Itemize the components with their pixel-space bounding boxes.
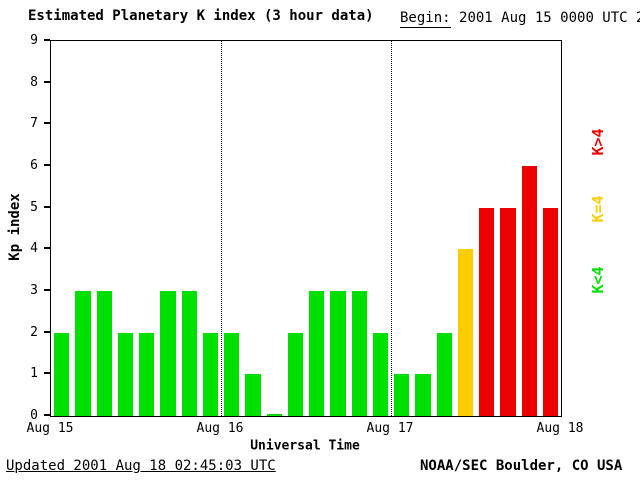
y-tick-mark	[44, 289, 50, 291]
y-tick-label: 4	[30, 241, 38, 257]
kp-bar	[224, 332, 240, 416]
y-tick-label: 0	[30, 408, 38, 423]
kp-bar	[521, 166, 537, 416]
y-tick-label: 2	[30, 324, 38, 340]
x-tick-label: Aug 18	[536, 421, 584, 436]
y-axis: 0 1 2 3 4 5 6 7 8 9	[0, 34, 50, 422]
kp-bar	[181, 291, 197, 416]
kp-bar	[394, 374, 410, 416]
begin-value: 2001 Aug 15 0000 UTC	[459, 10, 628, 26]
y-tick-mark	[44, 80, 50, 83]
plot-area	[50, 40, 562, 417]
y-tick-label: 5	[30, 199, 38, 215]
begin-label: Begin:	[400, 10, 451, 28]
kp-bar	[415, 374, 431, 416]
y-tick-mark	[44, 372, 50, 375]
y-tick-mark	[44, 205, 50, 208]
x-tick-label: Aug 15	[26, 421, 74, 436]
kp-bar	[542, 207, 558, 416]
kp-bar	[500, 207, 516, 416]
y-tick-mark	[44, 164, 50, 166]
y-tick-label: 8	[30, 74, 38, 90]
day-separator-gridline	[221, 41, 222, 416]
kp-bar	[117, 332, 133, 416]
kp-bar	[266, 414, 282, 416]
y-tick-label: 1	[30, 366, 38, 382]
begin-annotation: Begin: 2001 Aug 15 0000 UTC 2001 Aug 15 …	[400, 10, 640, 28]
x-axis-label: Universal Time	[250, 438, 360, 454]
y-tick-mark	[44, 122, 50, 125]
kp-bar	[479, 207, 495, 416]
kp-bar	[330, 291, 346, 416]
legend-label-k-gt-4: K>4	[589, 128, 607, 156]
updated-timestamp: Updated 2001 Aug 18 02:45:03 UTC	[6, 458, 276, 474]
kp-bar	[75, 291, 91, 416]
kp-bar	[245, 374, 261, 416]
x-tick-label: Aug 17	[366, 421, 414, 436]
y-tick-label: 7	[30, 116, 38, 132]
kp-bar	[457, 249, 473, 416]
kp-bar	[54, 332, 70, 416]
legend-label-k-lt-4: K<4	[589, 266, 607, 294]
y-tick-label: 3	[30, 283, 38, 298]
y-tick-mark	[44, 39, 50, 41]
y-tick-mark	[44, 247, 50, 250]
kp-bar	[139, 332, 155, 416]
kp-bar	[351, 291, 367, 416]
kp-bar	[202, 332, 218, 416]
kp-bar	[160, 291, 176, 416]
source-credit: NOAA/SEC Boulder, CO USA	[420, 458, 623, 474]
y-tick-label: 6	[30, 158, 38, 173]
kp-bar	[372, 332, 388, 416]
y-tick-mark	[44, 414, 50, 416]
y-tick-label: 9	[30, 33, 38, 48]
kp-bar	[96, 291, 112, 416]
x-tick-label: Aug 16	[196, 421, 244, 436]
y-tick-mark	[44, 330, 50, 333]
day-separator-gridline	[391, 41, 392, 416]
kp-bar	[287, 332, 303, 416]
chart-title: Estimated Planetary K index (3 hour data…	[28, 8, 374, 24]
kp-bar	[309, 291, 325, 416]
begin-datetime: 2001 Aug 15 0000 UTC	[636, 10, 640, 26]
x-axis: Aug 15 Aug 16 Aug 17 Aug 18	[27, 421, 584, 439]
kp-bar	[436, 332, 452, 416]
legend-label-k-eq-4: K=4	[589, 195, 607, 223]
